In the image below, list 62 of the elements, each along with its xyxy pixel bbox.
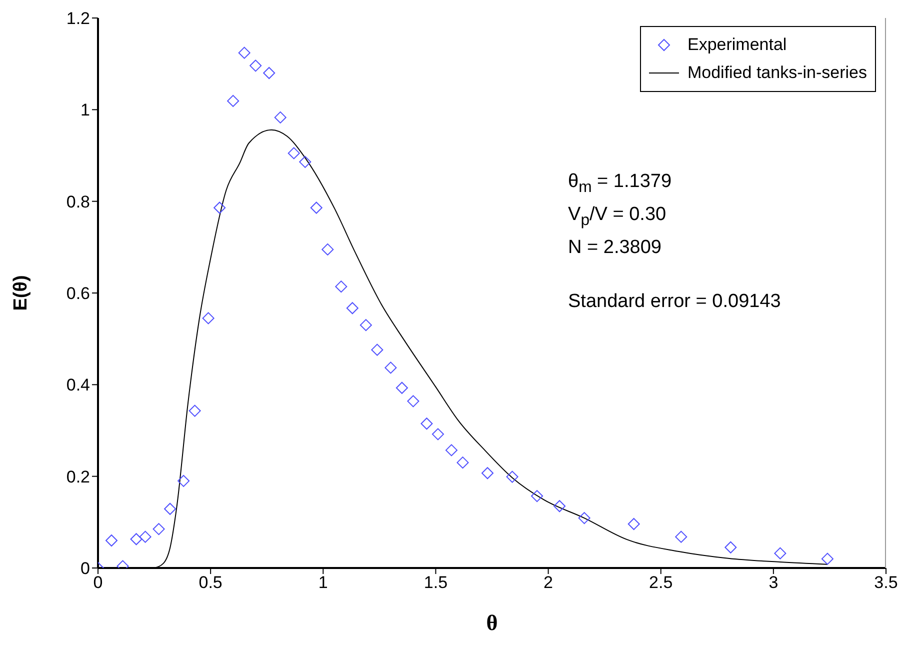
point — [384, 362, 397, 374]
y-axis-title: E(θ) — [10, 275, 32, 311]
point — [675, 530, 688, 543]
point — [821, 552, 834, 565]
point — [227, 94, 240, 107]
y-tick-label: 1 — [80, 100, 90, 120]
annotation: θ$_{m}$ = 1.1379 — [568, 170, 673, 198]
point — [106, 534, 118, 546]
point — [164, 502, 176, 515]
y-tick-label: 0.6 — [66, 284, 90, 304]
annotation: Standard error = 0.09143 — [568, 290, 781, 314]
point — [214, 202, 226, 214]
x-tick-label: 3.5 — [874, 573, 898, 592]
point — [506, 470, 518, 483]
point — [420, 418, 433, 430]
x-tick-label: 0.5 — [198, 573, 222, 592]
x-tick-label: 1 — [318, 573, 328, 592]
point — [445, 444, 458, 456]
point — [774, 547, 786, 560]
point — [628, 518, 640, 530]
x-tick-label: 0 — [93, 573, 103, 592]
point — [139, 530, 152, 543]
annotation: N = 2.3809 — [568, 236, 662, 260]
y-tick-label: 0.8 — [66, 192, 90, 212]
point — [531, 490, 544, 502]
point — [130, 533, 142, 546]
y-tick-label: 1.2 — [66, 9, 90, 28]
point — [178, 474, 190, 487]
y-tick-label: 0 — [80, 559, 90, 578]
annotation: V$_{p}$/V = 0.30 — [568, 202, 668, 231]
point — [481, 467, 494, 480]
legend-label: Modified tanks-in-series — [687, 62, 867, 84]
y-tick-label: 0.2 — [66, 467, 90, 486]
point — [238, 46, 250, 59]
point — [371, 344, 384, 356]
point — [310, 202, 322, 214]
point — [360, 319, 372, 332]
point — [396, 382, 408, 394]
point — [407, 395, 420, 408]
point — [152, 523, 165, 536]
point — [456, 456, 469, 469]
point — [188, 404, 201, 417]
point — [274, 111, 286, 124]
legend-label: Experimental — [687, 34, 787, 56]
point — [335, 280, 348, 293]
x-tick-label: 1.5 — [424, 573, 448, 592]
point — [554, 500, 566, 512]
point — [322, 243, 334, 256]
y-tick-label: 0.4 — [66, 376, 90, 395]
point — [250, 60, 262, 72]
x-tick-label: 2.5 — [649, 573, 673, 592]
point — [724, 541, 737, 554]
point — [288, 147, 300, 160]
x-axis-title: θ — [486, 610, 498, 635]
point — [299, 156, 312, 168]
point — [263, 67, 276, 79]
point — [578, 512, 590, 524]
point — [346, 302, 358, 314]
x-tick-label: 2 — [544, 573, 554, 592]
point — [432, 428, 444, 440]
point — [202, 312, 214, 324]
x-tick-label: 3 — [768, 573, 778, 592]
